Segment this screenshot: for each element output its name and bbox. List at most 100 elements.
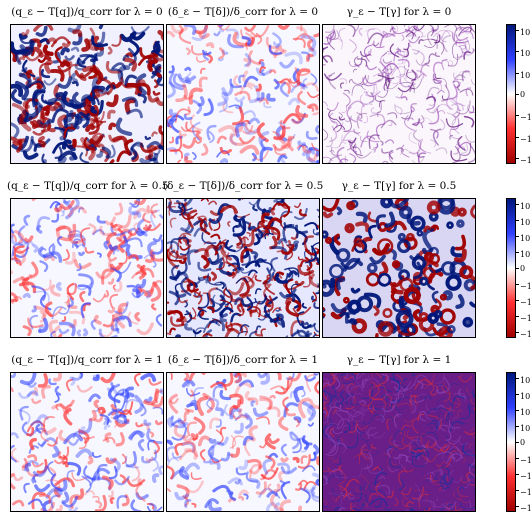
heatmap-stroke — [171, 426, 188, 441]
heatmap-stroke — [213, 31, 221, 37]
heatmap-stroke — [391, 373, 397, 375]
heatmap-stroke — [343, 117, 352, 133]
heatmap-stroke — [220, 239, 227, 254]
heatmap-stroke — [460, 478, 470, 484]
heatmap-stroke — [183, 373, 190, 382]
heatmap-stroke — [260, 373, 271, 385]
heatmap-stroke — [56, 235, 63, 247]
heatmap-stroke — [377, 74, 391, 89]
heatmap-stroke — [176, 319, 185, 326]
heatmap-stroke — [11, 88, 23, 105]
heatmap-stroke — [210, 233, 221, 240]
heatmap-stroke — [275, 314, 283, 326]
heatmap-stroke — [173, 202, 187, 214]
heatmap-stroke — [149, 502, 157, 511]
heatmap-stroke — [88, 116, 100, 135]
heatmap-stroke — [298, 505, 303, 511]
heatmap-stroke — [468, 443, 474, 449]
heatmap-stroke — [351, 84, 363, 96]
heatmap-stroke — [203, 241, 213, 246]
heatmap-stroke — [426, 93, 436, 111]
heatmap-stroke — [263, 285, 273, 304]
heatmap-stroke — [26, 390, 39, 397]
heatmap-stroke — [63, 408, 73, 426]
heatmap-stroke — [227, 220, 231, 227]
heatmap-stroke — [426, 403, 439, 412]
heatmap-stroke — [401, 464, 407, 469]
heatmap-stroke — [54, 146, 63, 160]
heatmap-stroke — [350, 385, 364, 392]
heatmap-stroke — [352, 403, 365, 413]
heatmap-stroke — [259, 66, 266, 74]
heatmap-stroke — [244, 390, 255, 403]
heatmap-stroke — [167, 457, 180, 467]
heatmap-stroke — [417, 413, 425, 422]
heatmap-stroke — [342, 394, 352, 404]
heatmap-stroke — [81, 475, 92, 493]
heatmap-stroke — [191, 151, 197, 160]
heatmap-stroke — [370, 384, 387, 394]
heatmap-stroke — [21, 276, 30, 292]
heatmap-stroke — [63, 199, 71, 204]
heatmap-stroke — [432, 29, 451, 38]
heatmap-stroke — [358, 116, 363, 122]
heatmap-canvas — [323, 373, 475, 511]
heatmap-stroke — [31, 119, 39, 129]
heatmap-stroke — [246, 296, 254, 311]
heatmap-stroke — [339, 78, 347, 85]
heatmap-stroke — [312, 373, 318, 378]
heatmap-stroke — [65, 378, 74, 392]
heatmap-stroke — [116, 233, 133, 244]
heatmap-stroke — [177, 73, 197, 84]
heatmap-stroke — [89, 132, 106, 145]
heatmap-stroke — [272, 32, 282, 49]
heatmap-stroke — [85, 124, 95, 133]
heatmap-stroke — [137, 438, 145, 452]
heatmap-stroke — [104, 417, 110, 424]
heatmap-stroke — [195, 56, 207, 63]
heatmap-stroke — [192, 329, 202, 335]
heatmap-stroke — [35, 423, 42, 434]
heatmap-stroke — [146, 205, 158, 214]
heatmap-stroke — [233, 208, 251, 218]
heatmap-stroke — [382, 65, 397, 75]
heatmap-stroke — [373, 305, 380, 317]
heatmap-stroke — [335, 411, 344, 430]
heatmap-stroke — [78, 273, 94, 289]
heatmap-stroke — [343, 139, 357, 151]
heatmap-stroke — [336, 457, 342, 466]
heatmap-stroke — [313, 302, 319, 310]
heatmap-stroke — [324, 389, 332, 396]
heatmap-stroke — [323, 415, 329, 424]
heatmap-stroke — [69, 151, 77, 161]
heatmap-stroke — [366, 262, 378, 274]
heatmap-stroke — [439, 446, 450, 452]
heatmap-stroke — [455, 142, 461, 146]
heatmap-stroke — [279, 499, 292, 511]
heatmap-stroke — [96, 252, 102, 258]
heatmap-stroke — [404, 29, 414, 40]
colorbar-tick-label: −10−5 — [520, 456, 531, 465]
heatmap-stroke — [108, 244, 118, 251]
heatmap-stroke — [401, 487, 412, 496]
heatmap-stroke — [189, 389, 195, 398]
heatmap-stroke — [38, 317, 49, 333]
heatmap-stroke — [150, 203, 159, 219]
heatmap-stroke — [243, 57, 252, 68]
heatmap-stroke — [448, 424, 455, 434]
heatmap-stroke — [410, 102, 417, 113]
heatmap-stroke — [323, 415, 333, 428]
heatmap-stroke — [313, 331, 319, 337]
heatmap-stroke — [54, 206, 63, 213]
heatmap-stroke — [250, 400, 256, 407]
heatmap-stroke — [107, 256, 117, 262]
heatmap-stroke — [130, 499, 142, 511]
heatmap-stroke — [456, 219, 465, 228]
heatmap-stroke — [219, 204, 239, 214]
heatmap-stroke — [302, 145, 312, 154]
heatmap-stroke — [398, 269, 410, 282]
heatmap-stroke — [295, 482, 303, 491]
heatmap-stroke — [148, 378, 162, 386]
heatmap-stroke — [97, 406, 106, 413]
heatmap-stroke — [262, 458, 272, 475]
